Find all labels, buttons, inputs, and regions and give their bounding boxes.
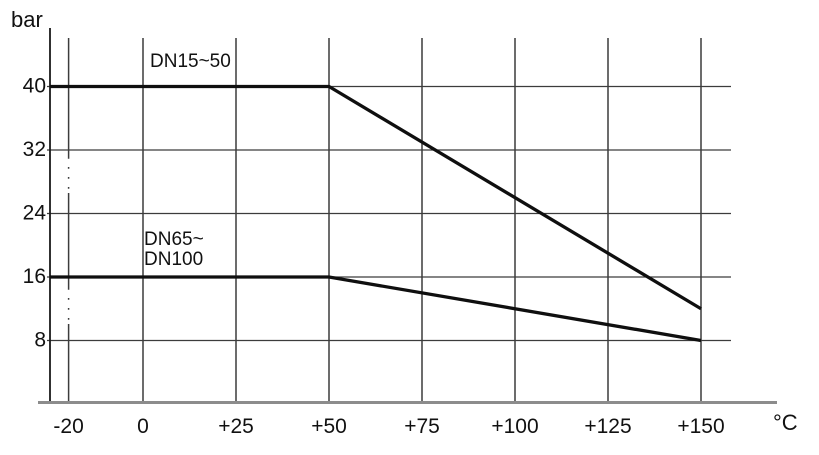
x-tick-label: +100 [491, 415, 538, 438]
x-tick-label: +125 [584, 415, 631, 438]
series-label-text: DN15~50 [150, 51, 231, 72]
series-label-text-line2: DN100 [144, 249, 204, 270]
y-tick-label: 40 [23, 75, 46, 98]
x-tick-label: +75 [404, 415, 440, 438]
y-tick-label: 16 [23, 265, 46, 288]
x-tick-label: +50 [311, 415, 347, 438]
series-label-text-line1: DN65~ [144, 229, 204, 250]
x-tick-label: 0 [137, 415, 149, 438]
x-tick-label: +150 [677, 415, 724, 438]
x-axis-unit-label: °C [773, 410, 798, 435]
series-line-1 [50, 275, 702, 343]
series-line-0 [50, 84, 702, 311]
y-tick-label: 24 [23, 202, 47, 225]
x-tick-label: -20 [53, 415, 83, 438]
y-tick-label: 8 [34, 329, 46, 352]
y-axis-unit-label: bar [11, 7, 43, 32]
series-label-dn15-50: DN15~50 [150, 52, 231, 72]
series-label-dn65-dn100: DN65~ DN100 [144, 230, 204, 270]
x-tick-label: +25 [218, 415, 254, 438]
y-tick-label: 32 [23, 138, 46, 161]
